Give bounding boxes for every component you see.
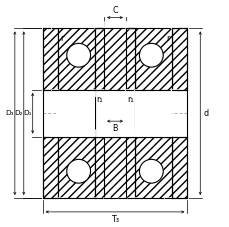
Polygon shape	[164, 130, 171, 136]
Polygon shape	[97, 90, 104, 97]
Polygon shape	[51, 22, 58, 28]
Text: D₂: D₂	[14, 110, 23, 116]
Polygon shape	[118, 198, 125, 205]
Polygon shape	[127, 22, 134, 28]
Polygon shape	[97, 22, 104, 28]
Polygon shape	[171, 28, 187, 90]
Polygon shape	[171, 90, 178, 97]
Polygon shape	[134, 198, 141, 205]
Text: r₁: r₁	[96, 95, 103, 104]
Text: B: B	[112, 124, 117, 133]
Polygon shape	[51, 90, 58, 97]
Bar	[134, 90, 171, 136]
Polygon shape	[95, 22, 102, 28]
Polygon shape	[88, 90, 95, 97]
Circle shape	[66, 43, 90, 67]
Polygon shape	[134, 90, 141, 97]
Polygon shape	[171, 22, 178, 28]
Bar	[95, 136, 134, 198]
Polygon shape	[127, 22, 134, 28]
Polygon shape	[58, 198, 65, 205]
Polygon shape	[164, 198, 171, 205]
Bar	[134, 28, 171, 90]
Bar	[95, 28, 134, 90]
Text: r: r	[60, 35, 64, 43]
Bar	[95, 90, 134, 136]
Bar	[58, 136, 95, 198]
Polygon shape	[95, 198, 102, 205]
Polygon shape	[42, 28, 58, 90]
Circle shape	[66, 159, 90, 183]
Text: d: d	[202, 109, 207, 118]
Polygon shape	[125, 22, 132, 28]
Polygon shape	[88, 130, 95, 136]
Polygon shape	[88, 198, 95, 205]
Polygon shape	[51, 130, 58, 136]
Text: D₃: D₃	[5, 110, 14, 116]
Polygon shape	[95, 22, 102, 28]
Circle shape	[139, 43, 163, 67]
Bar	[58, 28, 95, 90]
Text: T₃: T₃	[111, 215, 118, 224]
Bar	[58, 90, 95, 136]
Polygon shape	[125, 90, 132, 97]
Circle shape	[139, 159, 163, 183]
Polygon shape	[42, 136, 58, 198]
Text: r: r	[165, 35, 169, 43]
Text: C: C	[112, 6, 117, 15]
Polygon shape	[104, 198, 111, 205]
Polygon shape	[125, 130, 132, 136]
Text: D₁: D₁	[23, 110, 32, 116]
Polygon shape	[134, 130, 141, 136]
Polygon shape	[127, 198, 134, 205]
Polygon shape	[171, 136, 187, 198]
Text: r₁: r₁	[126, 95, 133, 104]
Polygon shape	[97, 130, 104, 136]
Bar	[134, 136, 171, 198]
